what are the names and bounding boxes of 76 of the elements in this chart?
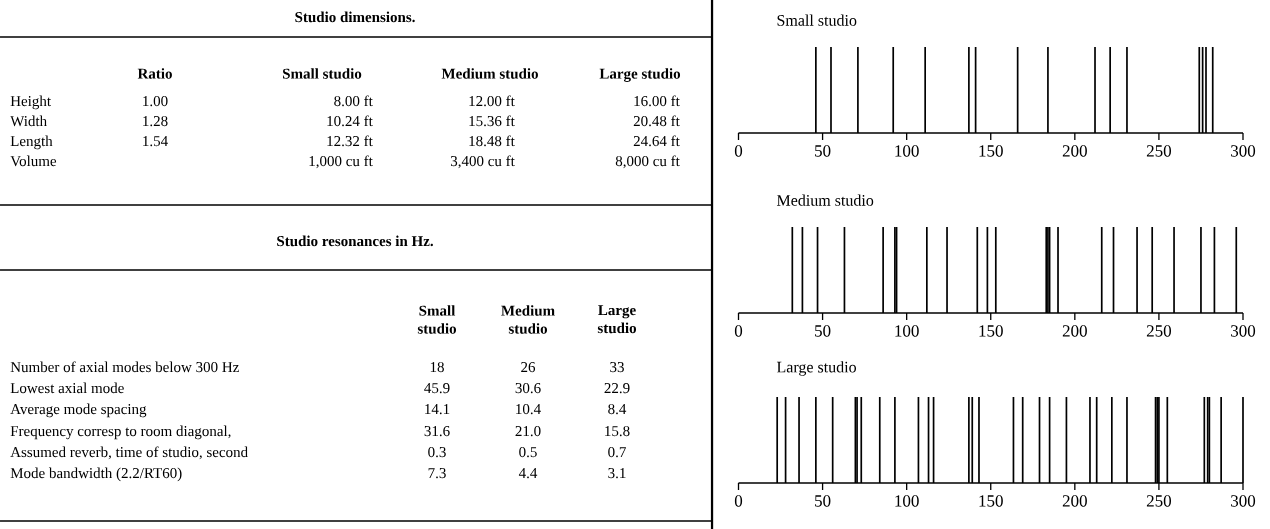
text: 4.4 [518,468,538,479]
x-tick-label: 250 [1146,145,1172,157]
text: 3.1 [608,468,626,479]
category-label: Large studio [597,305,637,334]
text: 24.64 ft [633,135,680,147]
category-label: Medium studio [441,68,538,79]
x-tick-label: 200 [1062,145,1087,157]
text: Studio dimensions. [295,11,415,23]
text: 7.3 [428,468,446,479]
x-tick-label: 0 [734,145,743,157]
category-label: Frequency corresp to room diagonal, [10,425,231,440]
text: 0.7 [608,447,626,458]
category-label: Large studio [599,68,681,82]
x-tick-label: 150 [979,325,1003,337]
x-tick-label: 100 [895,325,919,337]
text: 16.00 ft [634,95,680,107]
text: Studio resonances in Hz. [277,235,433,247]
text: 0.5 [519,447,537,458]
category-label: Medium studio [501,305,555,334]
x-tick-label: 300 [1231,325,1256,337]
x-tick-label: 250 [1146,495,1172,507]
x-tick-label: 50 [815,495,831,507]
text: 21.0 [515,426,541,437]
text: 12.00 ft [469,95,515,107]
text: 33 [610,362,624,373]
text: 10.24 ft [327,115,373,127]
text: 45.9 [424,383,450,394]
x-tick-label: 200 [1062,495,1087,507]
x-tick-label: 100 [895,145,919,157]
text: 22.9 [604,383,630,394]
category-label: Length [10,135,53,150]
category-label: Height [10,95,51,110]
category-label: Average mode spacing [10,403,147,418]
category-label: Mode bandwidth (2.2/RT60) [10,467,182,482]
category-label: Volume [10,155,57,167]
x-tick-label: 300 [1231,145,1256,157]
category-label: Small studio [283,68,362,79]
text: 15.8 [605,426,630,437]
text: 30.6 [515,383,541,394]
text: 8.00 ft [334,95,373,107]
x-tick-label: 250 [1146,325,1172,337]
x-tick-label: 0 [734,325,743,337]
x-tick-label: 100 [895,495,919,507]
text: 1.54 [143,136,168,147]
x-tick-label: 50 [815,325,831,337]
text: 12.32 ft [327,135,373,147]
category-label: Lowest axial mode [10,382,124,394]
text: 31.6 [424,426,450,437]
text: 1.28 [143,116,168,127]
text: 3,400 cu ft [450,155,515,169]
text: 18 [430,362,444,373]
chart-title: Large studio [776,361,857,376]
text: 8,000 cu ft [615,155,680,169]
category-label: Small studio [417,305,457,334]
x-tick-label: 150 [979,495,1003,507]
x-tick-label: 200 [1062,325,1087,337]
category-label: Ratio [137,68,172,79]
text: 18.48 ft [469,135,515,147]
chart-title: Small studio [777,14,857,26]
x-tick-label: 50 [815,145,831,157]
text: 15.36 ft [469,115,515,127]
text: 0.3 [428,447,446,458]
text: 14.1 [425,404,450,415]
text: 26 [521,362,536,373]
x-tick-label: 300 [1231,495,1256,507]
category-label: Width [10,115,47,127]
text: 10.4 [516,404,541,415]
text: 20.48 ft [633,115,680,127]
category-label: Assumed reverb, time of studio, second [10,446,248,460]
x-tick-label: 150 [979,145,1003,157]
chart-title: Medium studio [776,194,874,206]
category-label: Number of axial modes below 300 Hz [10,361,239,373]
x-tick-label: 0 [734,495,743,507]
text: 8.4 [608,404,627,415]
text: 1.00 [143,96,168,107]
text: 1,000 cu ft [309,155,373,169]
